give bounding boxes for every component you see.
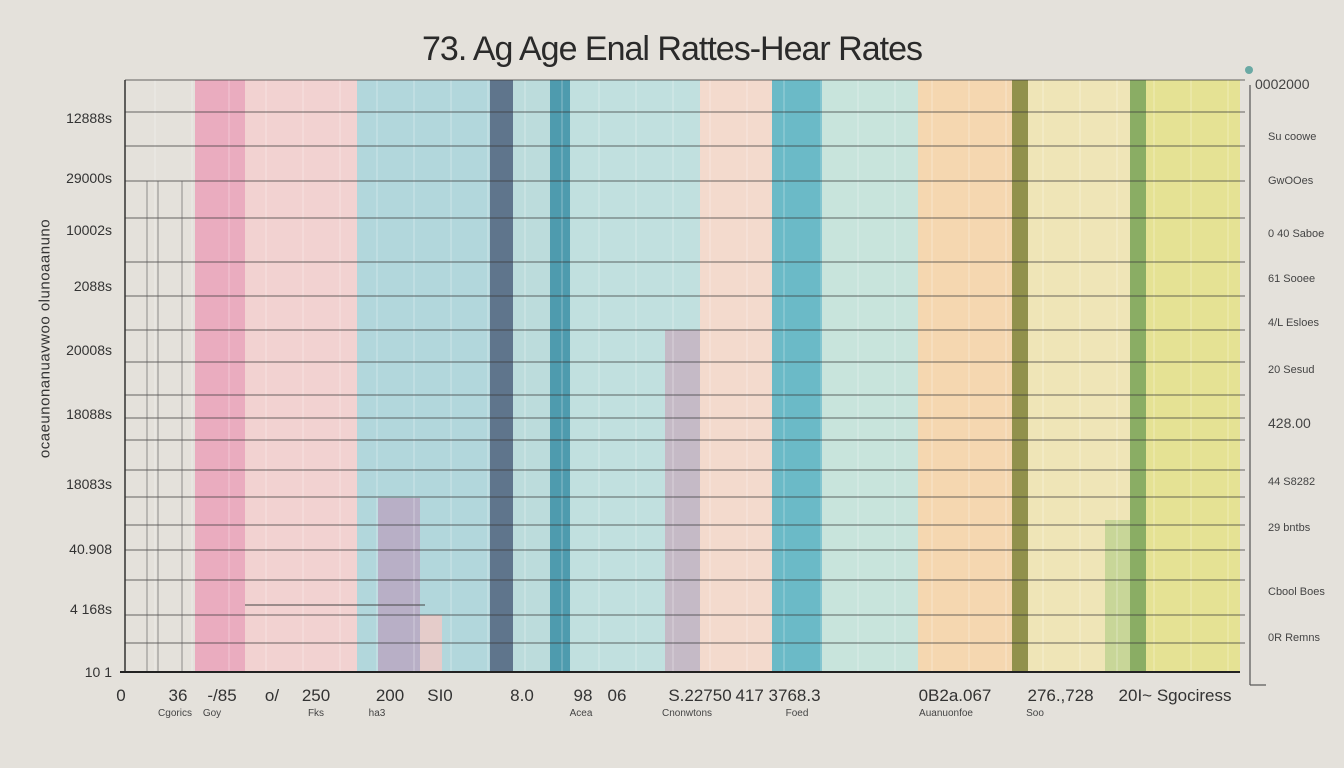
right-tick-label: 20 Sesud <box>1268 364 1315 376</box>
right-tick-label: 61 Sooee <box>1268 273 1316 285</box>
right-tick-label: GwOOes <box>1268 175 1314 187</box>
right-tick-label: 29 bntbs <box>1268 522 1311 534</box>
x-tick-label: 20I~ Sgociress <box>1118 686 1232 705</box>
x-sub-label: Auanuonfoe <box>919 708 973 719</box>
overlay-bar-green <box>1105 520 1130 672</box>
chart-title: 73. Ag Age Enal Rattes-Hear Rates <box>422 30 923 68</box>
band-11 <box>1012 80 1028 672</box>
x-tick-label: 36 <box>168 686 188 705</box>
right-tick-label: 44 S8282 <box>1268 476 1316 488</box>
x-sub-label: Foed <box>785 708 809 719</box>
y-tick-label: 18088s <box>66 406 112 422</box>
x-tick-label: 0 <box>116 686 126 705</box>
right-tick-label: Cbool Boes <box>1268 586 1325 598</box>
x-tick-label: S.22750 <box>668 686 732 705</box>
right-tick-label: 0R Remns <box>1268 632 1320 644</box>
band-7 <box>700 80 772 672</box>
x-tick-label: -/85 <box>207 686 237 705</box>
y-tick-label: 18083s <box>66 476 112 492</box>
x-tick-label: 0B2a.067 <box>918 686 992 705</box>
y-tick-label: 29000s <box>66 170 112 186</box>
band-3 <box>490 80 513 672</box>
x-tick-label: 98 <box>573 686 593 705</box>
right-tick-label: 0002000 <box>1255 76 1310 92</box>
y-tick-label: 10002s <box>66 222 112 238</box>
x-sub-label: Soo <box>1026 708 1044 719</box>
right-tick-label: 0 40 Saboe <box>1268 228 1325 240</box>
overlay-bar-mauve <box>665 330 700 672</box>
band-8 <box>772 80 822 672</box>
x-sub-label: Cgorics <box>158 708 192 719</box>
x-tick-label: SI0 <box>427 686 453 705</box>
x-tick-label: 8.0 <box>510 686 534 705</box>
x-tick-label: 27 <box>1027 686 1047 705</box>
x-sub-label: Fks <box>307 708 325 719</box>
y-tick-label: 20008s <box>66 342 112 358</box>
y-tick-label: 12888s <box>66 110 112 126</box>
band-0 <box>195 80 245 672</box>
y-tick-label: 2088s <box>73 278 112 294</box>
x-sub-label: Goy <box>202 708 222 719</box>
band-9 <box>822 80 918 672</box>
band-10 <box>918 80 1012 672</box>
x-sub-label: ha3 <box>368 708 386 719</box>
x-tick-label: o/ <box>264 686 280 705</box>
x-tick-label: 250 <box>301 686 331 705</box>
y-tick-label: 10 1 <box>84 664 112 680</box>
x-sub-label: Acea <box>569 708 593 719</box>
x-tick-label: 417 3768.3 <box>735 686 821 705</box>
right-tick-label: 428.00 <box>1268 415 1311 431</box>
band-5 <box>550 80 570 672</box>
y-tick-label: 4 168s <box>69 601 112 617</box>
band-13 <box>1130 80 1146 672</box>
band-4 <box>513 80 550 672</box>
x-sub-label: Cnonwtons <box>661 708 713 719</box>
band-1 <box>245 80 357 672</box>
x-tick-label: 06 <box>607 686 627 705</box>
right-tick-label: 4/L Esloes <box>1268 317 1319 329</box>
y-tick-label: 40.908 <box>69 541 112 557</box>
right-tick-label: Su coowe <box>1268 131 1317 143</box>
x-tick-label: 200 <box>375 686 405 705</box>
right-axis-marker <box>1245 66 1253 74</box>
x-tick-label: 6.,728 <box>1046 686 1094 705</box>
band-14 <box>1146 80 1240 672</box>
